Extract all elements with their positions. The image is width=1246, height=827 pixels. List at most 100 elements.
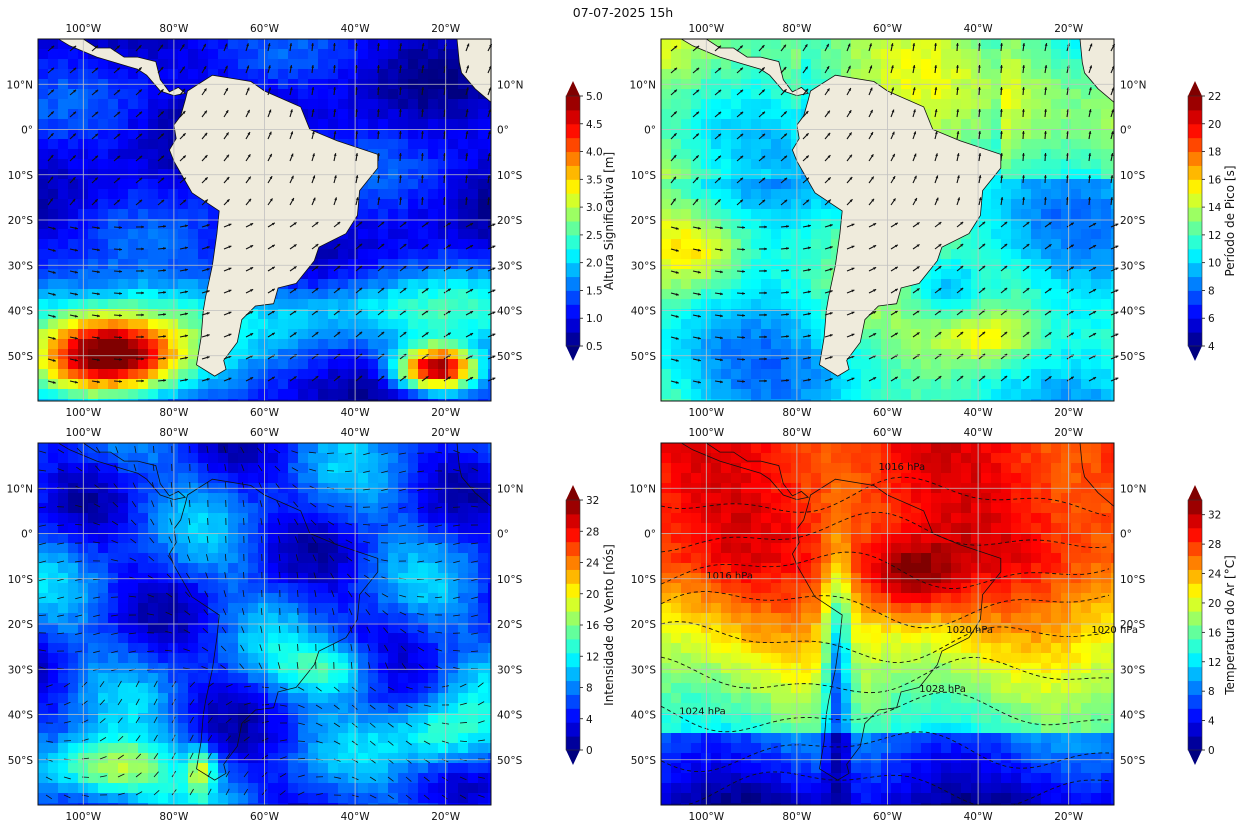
lon-tick-label-top: 40°W: [341, 427, 371, 439]
colorbar-tick-label: 20: [586, 589, 599, 601]
lat-tick-label-right: 40°S: [497, 306, 523, 318]
lat-tick-label-right: 0°: [497, 529, 509, 541]
colorbar-max-extension: [566, 81, 580, 96]
lon-tick-label-top: 100°W: [65, 23, 101, 35]
lat-tick-label-right: 10°N: [1120, 483, 1146, 495]
central-america-coastline: [38, 38, 187, 97]
lon-tick-label-bottom: 40°W: [341, 407, 371, 419]
map-frame: [37, 38, 492, 402]
colorbar-min-extension: [566, 346, 580, 361]
lat-tick-label-right: 50°S: [497, 351, 523, 363]
lon-tick-label-top: 60°W: [250, 427, 280, 439]
lon-tick-label-bottom: 20°W: [431, 811, 461, 823]
lat-tick-label-right: 10°N: [497, 483, 523, 495]
colorbar-max-extension: [566, 485, 580, 500]
lat-tick-label-left: 30°S: [8, 260, 34, 272]
lon-tick-label-bottom: 80°W: [159, 811, 189, 823]
colorbar-tick-label: 24: [586, 558, 600, 570]
colorbar-label: Período de Pico [s]: [1223, 165, 1237, 276]
lat-tick-label-right: 50°S: [1120, 351, 1146, 363]
lat-tick-label-right: 10°S: [497, 170, 523, 182]
colorbar-tick-label: 12: [1208, 657, 1221, 669]
central-america-coastline: [661, 442, 810, 501]
south-america-coastline: [168, 74, 379, 377]
lat-tick-label-right: 10°S: [497, 574, 523, 586]
south-america-coastline: [791, 478, 1002, 781]
colorbar-tick-label: 20: [1208, 598, 1221, 610]
colorbar-tick-label: 24: [1208, 569, 1222, 581]
lon-tick-label-top: 60°W: [873, 427, 903, 439]
colorbar-min-extension: [1188, 346, 1202, 361]
lat-tick-label-left: 20°S: [8, 619, 34, 631]
colorbar-tick-label: 20: [1208, 119, 1221, 131]
tick-labels: 100°W 100°W 80°W 80°W 60°W 60°W 40°W 40°W 20°W 20…: [630, 23, 1147, 419]
lat-tick-label-left: 20°S: [8, 215, 34, 227]
lat-tick-label-left: 20°S: [631, 619, 657, 631]
lon-tick-label-bottom: 60°W: [250, 811, 280, 823]
direction-arrows: [670, 42, 1119, 384]
colorbar-tick-label: 3.5: [586, 174, 603, 186]
colorbar-max-extension: [1188, 485, 1202, 500]
colorbar-tick-label: 1.5: [586, 285, 603, 297]
lat-tick-label-right: 10°S: [1120, 170, 1146, 182]
colorbar-min-extension: [1188, 750, 1202, 765]
lon-tick-label-top: 20°W: [1054, 23, 1084, 35]
colorbar-tick-label: 16: [586, 620, 600, 632]
colorbar-tick-label: 4.5: [586, 119, 603, 131]
colorbar-tick-label: 12: [1208, 230, 1221, 242]
lat-tick-label-left: 10°N: [7, 79, 33, 91]
lat-tick-label-left: 50°S: [8, 351, 34, 363]
lat-tick-label-left: 10°S: [8, 170, 34, 182]
lon-tick-label-bottom: 80°W: [782, 811, 812, 823]
isobar-label: 1020 hPa: [946, 625, 993, 636]
lat-tick-label-left: 10°N: [630, 79, 656, 91]
lon-tick-label-top: 20°W: [1054, 427, 1084, 439]
lat-tick-label-left: 30°S: [8, 664, 34, 676]
direction-arrows: [47, 42, 496, 384]
map-frame: [660, 38, 1115, 402]
graticule: [38, 443, 491, 805]
lat-tick-label-right: 50°S: [497, 755, 523, 767]
lat-tick-label-right: 50°S: [1120, 755, 1146, 767]
lat-tick-label-right: 0°: [497, 125, 509, 137]
colorbar-tick-label: 8: [586, 683, 593, 695]
colorbar: 0.5 1.0 1.5 2.0 2.5 3.0 3.5 4.0 4.5 5.0 Altura Sig…: [565, 81, 616, 361]
isobar-label: 1016 hPa: [878, 462, 925, 473]
lat-tick-label-left: 20°S: [631, 215, 657, 227]
lon-tick-label-top: 100°W: [688, 427, 724, 439]
lat-tick-label-right: 20°S: [497, 215, 523, 227]
colorbar-min-extension: [566, 750, 580, 765]
colorbar-tick-label: 28: [1208, 539, 1221, 551]
lon-tick-label-bottom: 100°W: [65, 811, 101, 823]
lon-tick-label-bottom: 40°W: [964, 811, 994, 823]
isobar-label: 1016 hPa: [706, 571, 753, 582]
map-panel-2: 100°W 100°W 80°W 80°W 60°W 60°W 40°W 40°W 20°W 20…: [630, 23, 1237, 419]
colorbar-tick-label: 10: [1208, 258, 1221, 270]
lat-tick-label-right: 40°S: [497, 710, 523, 722]
lat-tick-label-right: 20°S: [1120, 215, 1146, 227]
isobar-overlay: 1016 hPa 1016 hPa 1020 hPa 1020 hPa 1024 hPa…: [660, 462, 1138, 806]
lon-tick-label-top: 100°W: [65, 427, 101, 439]
central-america-coastline: [38, 442, 187, 501]
lon-tick-label-bottom: 20°W: [431, 407, 461, 419]
colorbar-tick-label: 12: [586, 651, 599, 663]
lon-tick-label-bottom: 40°W: [341, 811, 371, 823]
lon-tick-label-top: 80°W: [782, 23, 812, 35]
colorbar-tick-label: 0: [1208, 745, 1215, 757]
colorbar-tick-label: 32: [586, 495, 599, 507]
map-frame: [660, 442, 1115, 806]
colorbar-tick-label: 4: [586, 714, 593, 726]
colorbar-tick-label: 2.0: [586, 258, 603, 270]
colorbar-tick-label: 5.0: [586, 91, 603, 103]
lat-tick-label-left: 10°N: [630, 483, 656, 495]
lat-tick-label-right: 40°S: [1120, 306, 1146, 318]
lat-tick-label-left: 40°S: [8, 306, 34, 318]
lat-tick-label-right: 10°S: [1120, 574, 1146, 586]
lat-tick-label-left: 40°S: [8, 710, 34, 722]
colorbar-tick-label: 28: [586, 526, 599, 538]
tick-labels: 100°W 100°W 80°W 80°W 60°W 60°W 40°W 40°W 20°W 20…: [7, 427, 524, 823]
map-panel-3: 100°W 100°W 80°W 80°W 60°W 60°W 40°W 40°W 20°W 20…: [7, 427, 616, 823]
lon-tick-label-top: 40°W: [341, 23, 371, 35]
lon-tick-label-bottom: 60°W: [873, 407, 903, 419]
colorbar-tick-label: 4: [1208, 341, 1215, 353]
